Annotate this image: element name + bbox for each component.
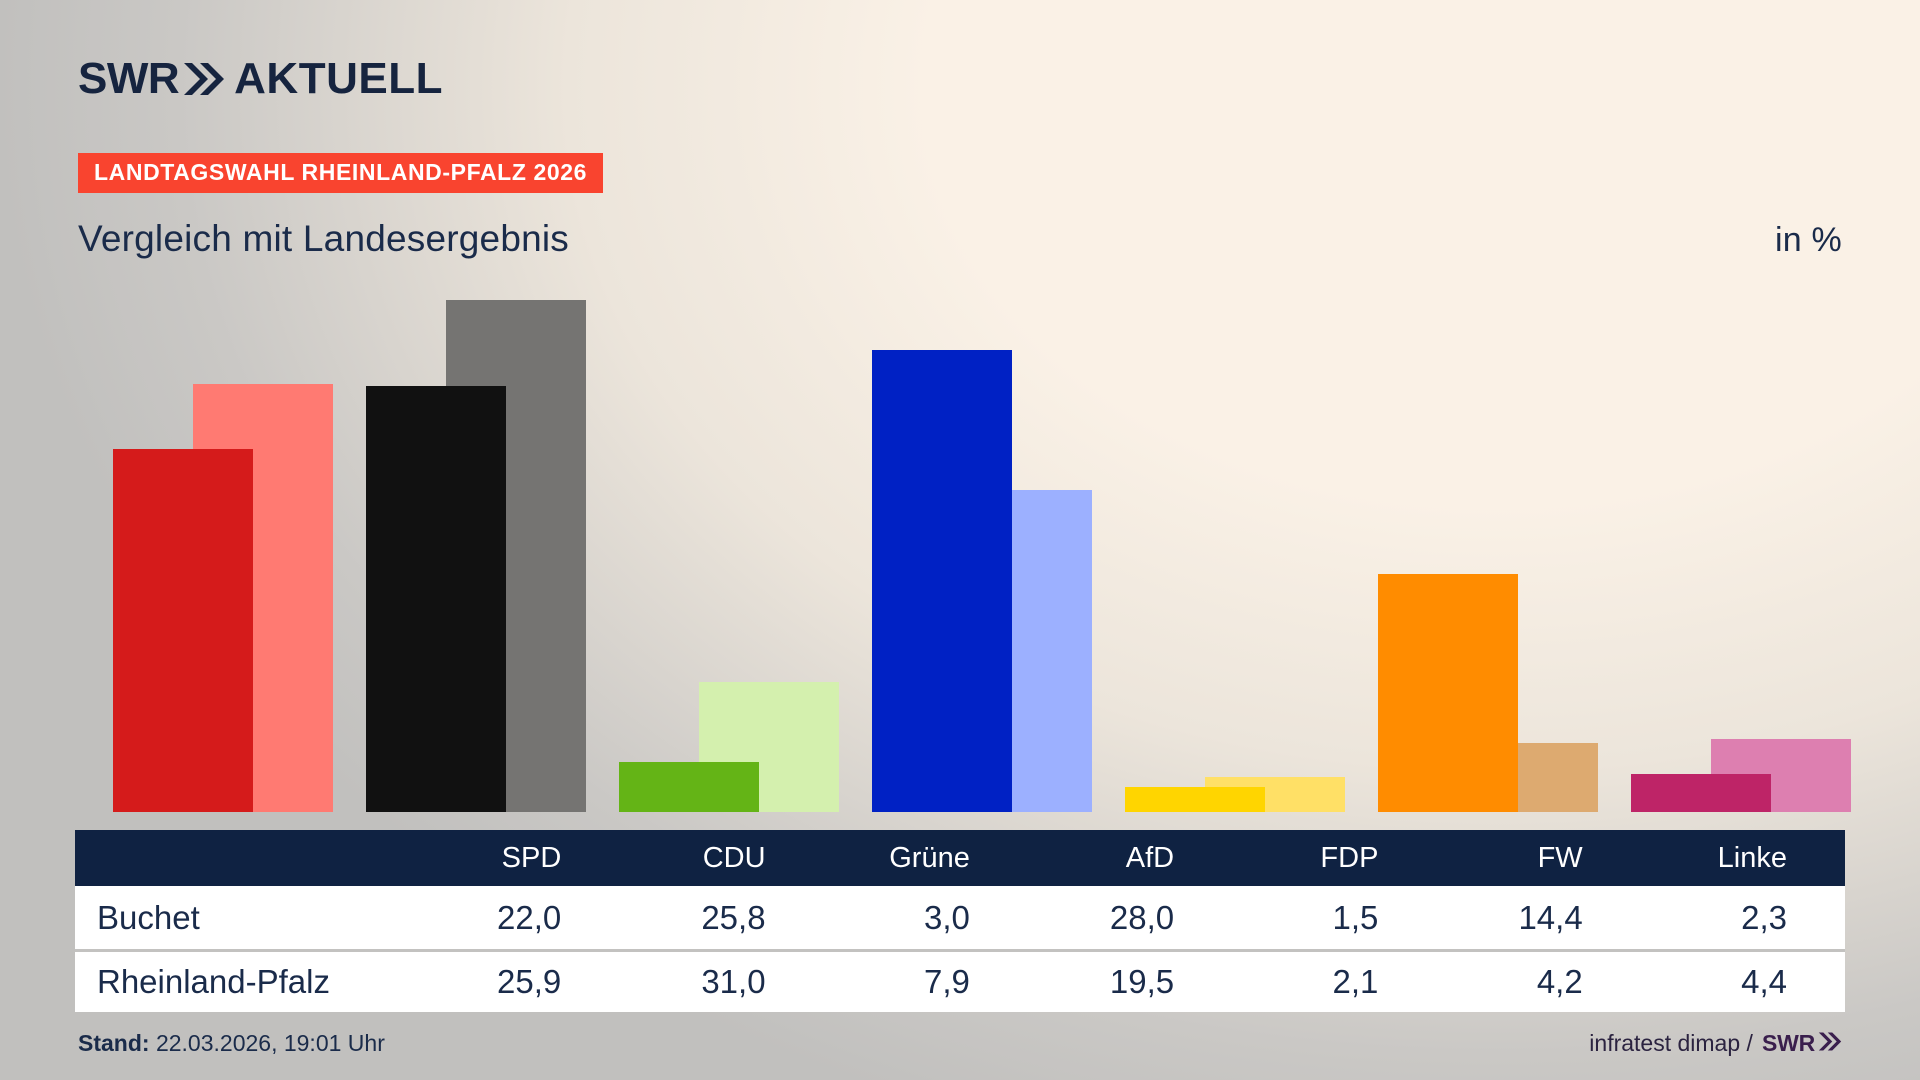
unit-label: in % [1775,221,1842,259]
bar-group [75,300,334,812]
double-chevron-right-icon [1818,1030,1842,1057]
source-swr-text: SWR [1761,1030,1815,1056]
bar-foreground-AfD [871,349,1012,812]
bar-chart [75,300,1851,812]
timestamp: Stand: 22.03.2026, 19:01 Uhr [78,1030,385,1057]
table-header-cell: SPD [501,841,562,874]
bar-foreground-Linke [1630,774,1771,812]
results-table: SPD CDU Grüne AfD FDP FW Linke Buchet 22,0 25,8 3… [75,830,1845,1012]
bar-group [834,300,1092,812]
table-row-label: Rheinland-Pfalz [97,963,330,1000]
table-cell-value: 25,9 [497,963,562,1000]
bar-foreground-FW [1377,574,1518,812]
table-header-row: SPD CDU Grüne AfD FDP FW Linke [75,830,1845,886]
table-cell-value: 4,2 [1536,963,1583,1000]
bar-foreground-FDP [1124,787,1265,812]
table-cell-value: 19,5 [1109,963,1175,1000]
bar-group [581,300,840,812]
table-header-cell: AfD [1125,841,1175,874]
source-institute: infratest dimap / [1589,1030,1753,1056]
table-cell-value: 2,1 [1332,963,1379,1000]
bar-foreground-CDU [366,385,507,812]
swr-aktuell-logo: SWR AKTUELL [78,52,443,106]
timestamp-value: 22.03.2026, 19:01 Uhr [155,1030,385,1056]
table-cell-value: 31,0 [701,963,766,1000]
table-cell-value: 25,8 [701,898,766,936]
source-credit: infratest dimap / SWR [1589,1030,1842,1057]
logo-swr-text: SWR [78,54,180,103]
table-header-cell: Linke [1717,841,1787,874]
page-title: Vergleich mit Landesergebnis [78,218,570,259]
bar-group [1086,300,1345,812]
bar-group [1339,300,1598,812]
table-cell-value: 22,0 [497,898,562,936]
table-row-label: Buchet [97,898,200,936]
footer: Stand: 22.03.2026, 19:01 Uhr infratest d… [78,1030,1842,1057]
source-swr-logo: SWR [1762,1030,1842,1057]
timestamp-label: Stand: [78,1030,150,1056]
table-cell-value: 7,9 [923,963,970,1000]
table-row: Buchet 22,0 25,8 3,0 28,0 1,5 14,4 2,3 [75,886,1845,949]
bar-group [328,300,587,812]
logo-aktuell-text: AKTUELL [234,54,443,103]
table-cell-value: 14,4 [1518,898,1583,936]
election-title-badge: LANDTAGSWAHL RHEINLAND-PFALZ 2026 [78,153,604,193]
subtitle-row: Vergleich mit Landesergebnis in % [78,218,1842,260]
table-cell-value: 1,5 [1332,898,1379,936]
table-cell-value: 4,4 [1741,963,1787,1000]
table-cell-value: 28,0 [1109,898,1175,936]
table-cell-value: 2,3 [1741,898,1787,936]
bar-group [1592,300,1851,812]
table-header-cell: FW [1537,841,1583,874]
table-header-cell: FDP [1320,841,1379,874]
table-header-cell: CDU [702,841,766,874]
bar-foreground-SPD [113,448,254,812]
table-row: Rheinland-Pfalz 25,9 31,0 7,9 19,5 2,1 4,2 4,4 [75,949,1845,1012]
bar-foreground-Grüne [619,762,760,812]
table-header-cell: Grüne [889,841,970,874]
double-chevron-right-icon [183,62,225,96]
table-cell-value: 3,0 [923,898,970,936]
